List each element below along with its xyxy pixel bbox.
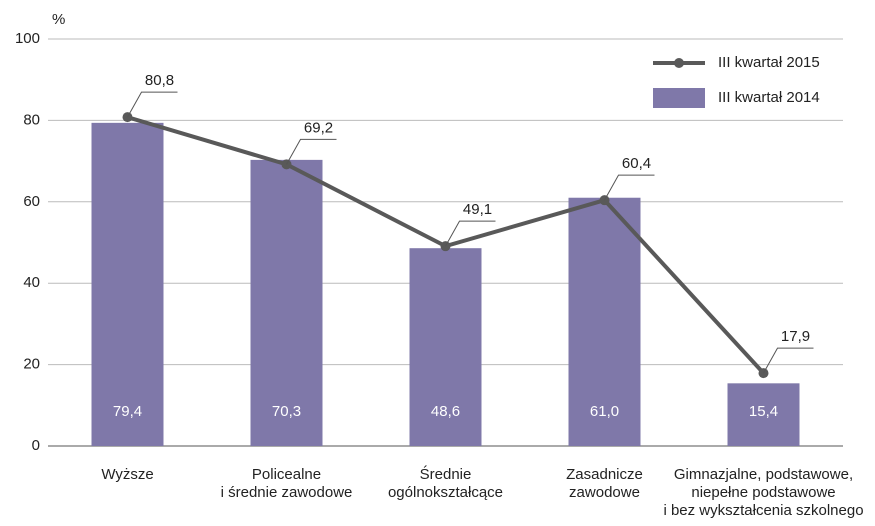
bar-value-label: 15,4 <box>749 403 778 420</box>
y-axis-unit: % <box>52 11 65 28</box>
y-tick-label: 40 <box>23 274 40 291</box>
bar <box>568 197 641 446</box>
x-tick-label: Gimnazjalne, podstawowe, niepełne podsta… <box>663 466 864 519</box>
x-tick-label: Średnie ogólnokształcące <box>387 466 504 501</box>
label-leader <box>445 220 496 247</box>
label-leader <box>286 138 337 165</box>
y-tick-label: 80 <box>23 111 40 128</box>
y-tick-label: 0 <box>32 437 40 454</box>
bar <box>727 383 800 446</box>
label-leader <box>127 91 178 118</box>
bar <box>409 248 482 446</box>
legend-swatch <box>653 88 705 108</box>
bar-value-label: 79,4 <box>113 403 142 420</box>
legend-label: III kwartał 2015 <box>718 54 820 71</box>
bar-value-label: 70,3 <box>272 403 301 420</box>
label-leader <box>763 347 814 374</box>
x-tick-label: Zasadnicze zawodowe <box>566 466 643 501</box>
bar <box>250 159 323 446</box>
y-tick-label: 60 <box>23 193 40 210</box>
y-tick-label: 100 <box>15 30 40 47</box>
line-value-label: 17,9 <box>781 328 810 345</box>
legend-point <box>674 58 684 68</box>
y-tick-label: 20 <box>23 356 40 373</box>
legend-label: III kwartał 2014 <box>718 89 820 106</box>
bar-value-label: 61,0 <box>590 403 619 420</box>
bar <box>91 122 164 446</box>
x-tick-label: Wyższe <box>101 466 154 483</box>
line-value-label: 49,1 <box>463 201 492 218</box>
line-value-label: 80,8 <box>145 72 174 89</box>
x-tick-label: Policealne i średnie zawodowe <box>220 466 353 501</box>
label-leader <box>604 174 655 201</box>
line-value-label: 60,4 <box>622 155 651 172</box>
line-value-label: 69,2 <box>304 119 333 136</box>
bar-value-label: 48,6 <box>431 403 460 420</box>
